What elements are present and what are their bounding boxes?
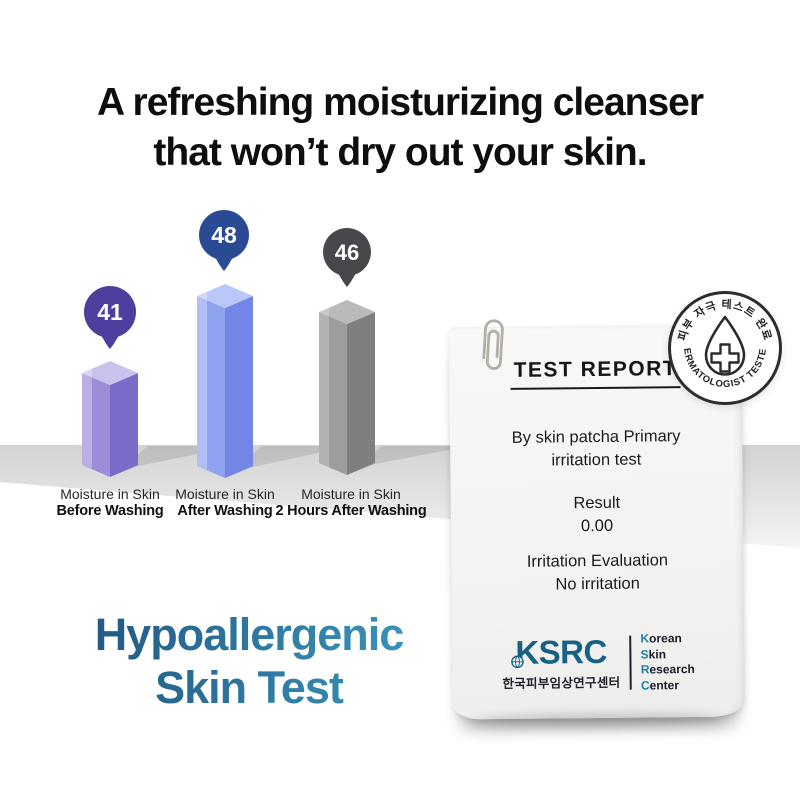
bar2-right-face	[225, 296, 253, 478]
ksrc-initial: R	[640, 662, 650, 677]
value-bubble-41-tail	[99, 331, 121, 349]
bar2-label-top: Moisture in Skin	[175, 486, 275, 502]
ksrc-rest: enter	[649, 677, 680, 692]
bar1-highlight	[82, 369, 92, 469]
bar1-label-bottom: Before Washing	[56, 503, 164, 519]
medical-cross-icon	[710, 343, 740, 373]
value-bubble-46-tail	[336, 269, 358, 287]
bar3-label-bottom: 2 Hours After Washing	[275, 503, 427, 519]
report-method: By skin patcha Primary irritation test	[450, 424, 742, 473]
bar2-left-face	[197, 296, 225, 478]
bar3-right-face	[347, 312, 375, 475]
report-result: Result 0.00	[451, 490, 743, 539]
bar3-left-face	[319, 312, 347, 475]
stamp-graphic: 피부 자극 테스트 완료 DERMATOLOGIST TESTED	[671, 294, 773, 390]
value-bubble-41	[84, 286, 136, 338]
ksrc-logo-left: KSRC 한국피부임상연구센터	[502, 632, 621, 692]
bar3-top-face	[319, 300, 375, 324]
water-drop-icon	[704, 315, 746, 376]
bar1-right-face	[110, 373, 138, 477]
ksrc-rest: orean	[649, 631, 682, 646]
headline-line2: that won’t dry out your skin.	[153, 131, 647, 174]
bar1-top-face	[82, 361, 138, 385]
value-label-48: 48	[211, 222, 237, 248]
value-label-46: 46	[335, 240, 359, 265]
ksrc-rest: kin	[648, 646, 667, 661]
ksrc-initial: C	[640, 677, 650, 693]
headline-line1: A refreshing moisturizing cleanser	[96, 81, 704, 124]
ksrc-logo: KSRC 한국피부임상연구센터 Korean Skin Research Cen…	[452, 630, 745, 695]
report-evaluation: Irritation Evaluation No irritation	[451, 548, 743, 597]
ksrc-full-name: Korean Skin Research Center	[640, 631, 695, 694]
ksrc-line-research: Research	[641, 662, 695, 678]
tagline: Hypoallergenic Skin Test	[18, 608, 480, 714]
tagline-line2: Skin Test	[155, 662, 343, 713]
value-bubble-46	[323, 228, 371, 276]
value-bubble-48	[199, 210, 249, 260]
tagline-line1: Hypoallergenic	[94, 609, 404, 660]
report-result-value: 0.00	[580, 516, 614, 536]
bar1-label-top: Moisture in Skin	[60, 486, 160, 502]
bar2-label-bottom: After Washing	[177, 503, 273, 519]
report-method-line2: irritation test	[551, 450, 642, 470]
ksrc-line-skin: Skin	[641, 646, 695, 662]
bar2-top-face	[197, 284, 253, 308]
paperclip-icon	[482, 319, 504, 370]
ksrc-divider	[628, 635, 632, 690]
ksrc-line-korean: Korean	[640, 631, 694, 647]
report-evaluation-value: No irritation	[555, 574, 640, 594]
report-result-label: Result	[573, 493, 621, 513]
test-report-paper: TEST REPORT By skin patcha Primary irrit…	[448, 319, 746, 720]
ksrc-acronym: KSRC	[511, 632, 608, 671]
value-bubble-48-tail	[213, 253, 235, 271]
ksrc-korean-name: 한국피부임상연구센터	[502, 675, 621, 691]
bar1-label: Moisture in Skin Before Washing	[35, 486, 185, 520]
bar-shadow	[347, 446, 468, 475]
bar3-label: Moisture in Skin 2 Hours After Washing	[265, 486, 437, 520]
globe-icon	[511, 655, 524, 669]
bar-shadow	[225, 446, 350, 478]
bar-shadow	[110, 446, 238, 477]
bar2-highlight	[197, 292, 207, 470]
ksrc-initial: K	[640, 631, 650, 646]
ksrc-acronym-text: KSRC	[515, 632, 608, 671]
report-title: TEST REPORT	[510, 357, 681, 390]
ksrc-rest: esearch	[649, 661, 695, 677]
headline: A refreshing moisturizing cleanser that …	[0, 78, 800, 178]
bar3-label-top: Moisture in Skin	[301, 486, 401, 502]
bar3-highlight	[319, 308, 329, 467]
bar2-label: Moisture in Skin After Washing	[150, 486, 300, 520]
report-method-line1: By skin patcha Primary	[511, 427, 681, 447]
dermatologist-stamp: 피부 자극 테스트 완료 DERMATOLOGIST TESTED	[668, 291, 782, 405]
report-evaluation-label: Irritation Evaluation	[526, 551, 669, 571]
bar1-left-face	[82, 373, 110, 477]
value-label-41: 41	[97, 299, 123, 325]
ksrc-line-center: Center	[641, 677, 695, 693]
